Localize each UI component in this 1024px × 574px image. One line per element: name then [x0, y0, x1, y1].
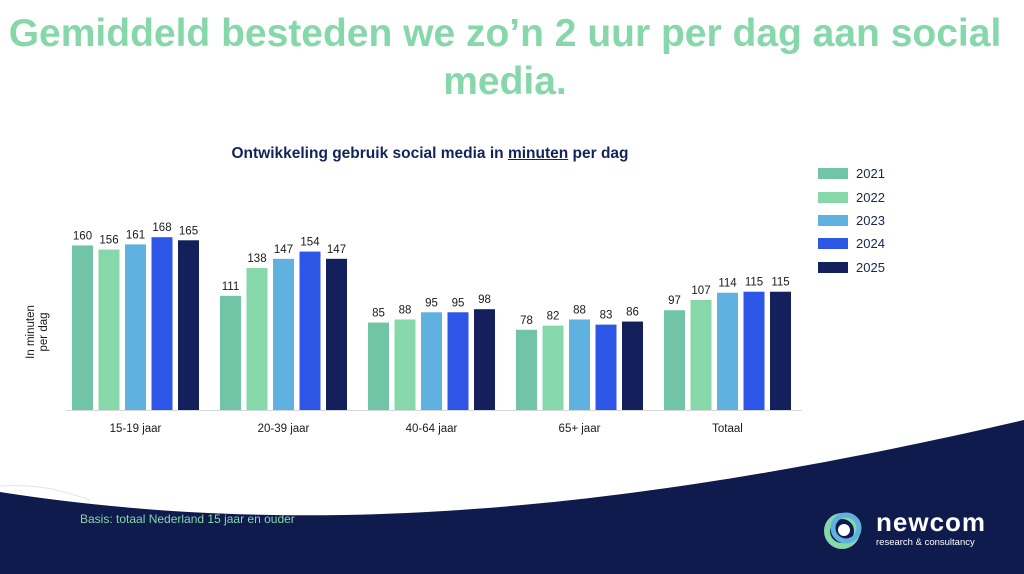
bar-40-64-jaar-2025 [474, 309, 495, 410]
bar-15-19-jaar-2022 [98, 249, 120, 410]
legend-item-2023: 2023 [818, 209, 885, 232]
chart-legend: 2021 2022 2023 2024 2025 [818, 162, 885, 279]
data-label: 85 [372, 308, 385, 320]
x-tick-label: 40-64 jaar [406, 423, 458, 435]
legend-label: 2025 [856, 259, 885, 275]
bar-20-39-jaar-2021 [220, 295, 241, 410]
legend-item-2022: 2022 [818, 185, 885, 208]
chart-title-prefix: Ontwikkeling gebruik social media in [231, 145, 508, 162]
data-label: 83 [600, 310, 613, 322]
data-label: 107 [691, 285, 710, 297]
chart-title-underlined: minuten [507, 145, 569, 162]
bar-65-jaar-2024 [595, 324, 617, 410]
x-tick-label: Totaal [712, 423, 743, 435]
data-label: 161 [126, 229, 145, 241]
data-label: 160 [73, 230, 92, 242]
legend-item-2024: 2024 [818, 232, 885, 255]
y-axis-label: In minutenper dag [25, 305, 50, 359]
data-label: 111 [222, 281, 239, 293]
legend-label: 2023 [856, 212, 885, 228]
chart-title: Ontwikkeling gebruik social media in min… [150, 145, 710, 163]
legend-swatch [818, 238, 848, 250]
data-label: 115 [771, 277, 789, 289]
newcom-logo-icon [824, 512, 862, 549]
bar-20-39-jaar-2024 [299, 251, 321, 410]
data-label: 156 [99, 235, 118, 247]
bar-totaal-2021 [664, 310, 685, 410]
legend-label: 2022 [856, 189, 885, 205]
bar-20-39-jaar-2022 [246, 268, 268, 410]
page-headline: Gemiddeld besteden we zo’n 2 uur per dag… [8, 12, 1002, 103]
bar-15-19-jaar-2021 [72, 245, 93, 410]
data-label: 97 [668, 295, 681, 307]
logo-tagline: research & consultancy [876, 537, 975, 548]
bar-20-39-jaar-2025 [326, 258, 347, 410]
bar-totaal-2023 [717, 292, 738, 410]
data-label: 95 [425, 297, 438, 309]
legend-swatch [818, 191, 848, 203]
data-label: 88 [399, 304, 412, 316]
data-label: 147 [327, 244, 346, 256]
legend-label: 2024 [856, 236, 885, 252]
bar-65-jaar-2025 [622, 321, 643, 410]
bar-15-19-jaar-2024 [151, 237, 173, 410]
bar-40-64-jaar-2022 [394, 319, 416, 410]
data-label: 86 [626, 307, 639, 319]
legend-swatch [818, 214, 848, 226]
newcom-logo: newcom research & consultancy [820, 506, 1010, 556]
bar-20-39-jaar-2023 [273, 258, 294, 410]
x-tick-label: 15-19 jaar [110, 423, 162, 435]
chart-title-suffix: per dag [568, 145, 629, 162]
bar-40-64-jaar-2021 [368, 322, 389, 410]
data-label: 154 [300, 237, 320, 249]
legend-item-2021: 2021 [818, 162, 885, 185]
bar-40-64-jaar-2023 [421, 312, 442, 410]
legend-swatch [818, 261, 848, 273]
bar-40-64-jaar-2024 [447, 312, 469, 410]
data-label: 114 [718, 278, 737, 290]
bar-totaal-2025 [770, 291, 791, 410]
data-label: 95 [452, 297, 465, 309]
data-label: 78 [520, 315, 533, 327]
x-tick-label: 65+ jaar [559, 423, 601, 435]
bar-65-jaar-2021 [516, 329, 537, 410]
data-label: 88 [573, 304, 586, 316]
bar-15-19-jaar-2023 [125, 244, 146, 410]
x-tick-label: 20-39 jaar [258, 423, 310, 435]
bar-15-19-jaar-2025 [178, 240, 199, 410]
bar-65-jaar-2022 [542, 325, 564, 410]
logo-wordmark: newcom [876, 507, 987, 537]
basis-note: Basis: totaal Nederland 15 jaar en ouder [80, 512, 295, 526]
data-label: 147 [274, 244, 293, 256]
footer-wave [0, 420, 1024, 574]
bar-totaal-2024 [743, 291, 765, 410]
legend-label: 2021 [856, 166, 885, 182]
legend-swatch [818, 168, 848, 180]
data-label: 115 [745, 277, 763, 289]
legend-item-2025: 2025 [818, 256, 885, 279]
data-label: 138 [247, 253, 266, 265]
data-label: 98 [478, 294, 491, 306]
bar-65-jaar-2023 [569, 319, 590, 410]
bar-totaal-2022 [690, 299, 712, 410]
data-label: 168 [152, 222, 171, 234]
data-label: 82 [547, 311, 560, 323]
data-label: 165 [179, 225, 198, 237]
